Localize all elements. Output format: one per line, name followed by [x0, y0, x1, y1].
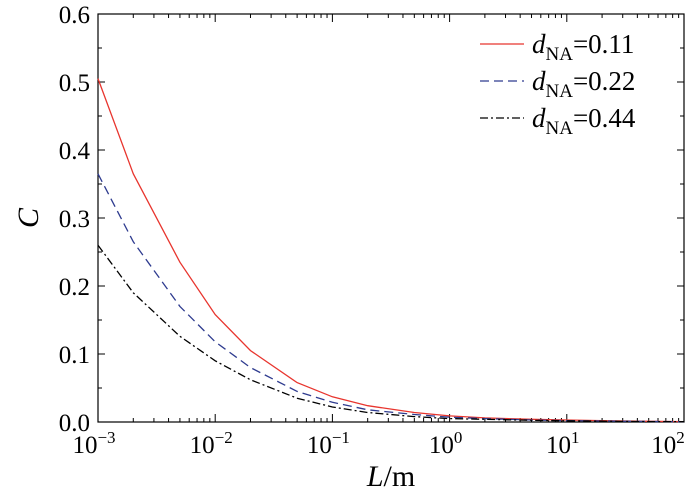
- plot-lines: [97, 78, 685, 423]
- x-tick-label: 102: [651, 428, 685, 459]
- x-tick-label: 10−2: [190, 428, 233, 459]
- y-tick-label: 0.5: [59, 70, 90, 97]
- series-line-2: [97, 173, 685, 423]
- y-tick-label: 0.1: [59, 342, 90, 369]
- x-tick-label: 100: [429, 428, 463, 459]
- x-axis-title: L/m: [366, 460, 415, 493]
- legend-label-3: dNA=0.44: [532, 103, 636, 139]
- y-axis-title: C: [12, 207, 45, 228]
- y-axis: 0.0 0.1 0.2 0.3 0.4 0.5 0.6: [59, 2, 684, 437]
- x-tick-label: 101: [546, 428, 580, 459]
- x-axis-title-unit: /m: [384, 460, 416, 493]
- y-tick-label: 0.0: [59, 410, 90, 437]
- y-tick-label: 0.2: [59, 274, 90, 301]
- y-tick-label: 0.6: [59, 2, 90, 29]
- y-tick-label: 0.3: [59, 206, 90, 233]
- legend-label-1: dNA=0.11: [532, 29, 634, 65]
- legend-label-2: dNA=0.22: [532, 66, 635, 102]
- x-axis-title-variable: L: [366, 460, 384, 493]
- y-tick-label: 0.4: [59, 138, 91, 165]
- series-line-3: [97, 244, 685, 423]
- x-tick-label: 10−1: [307, 428, 350, 459]
- x-tick-label: 10−3: [72, 428, 115, 459]
